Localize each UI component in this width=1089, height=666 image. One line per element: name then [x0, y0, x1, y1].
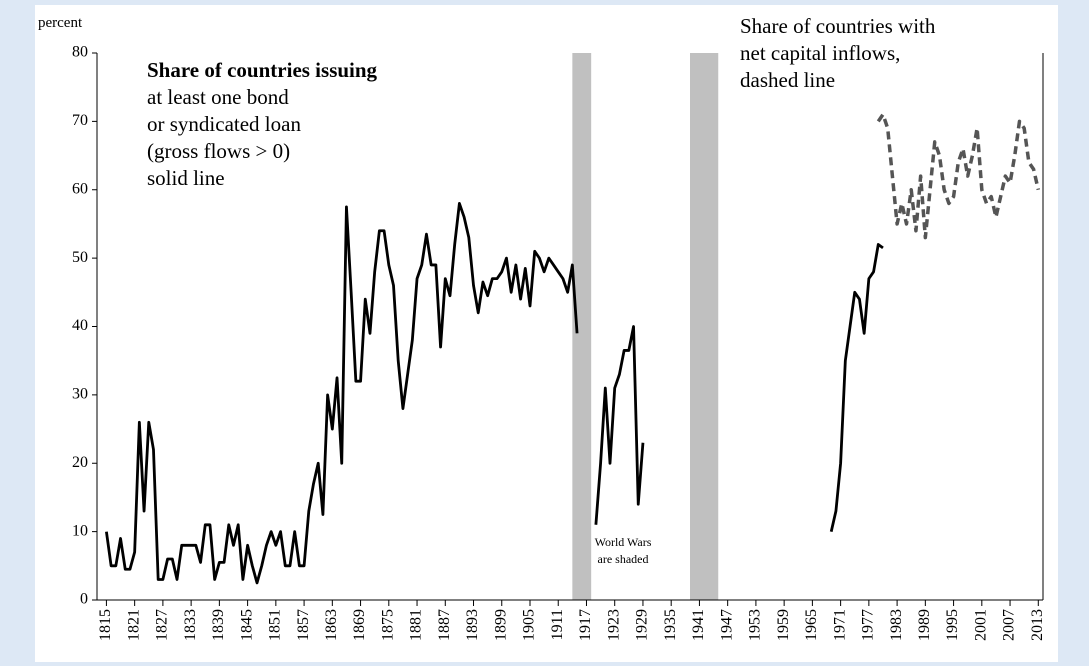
x-tick-label: 2013 — [1029, 609, 1046, 641]
y-tick-label: 0 — [80, 591, 88, 608]
x-tick-label: 1869 — [351, 609, 368, 641]
x-tick-label: 2001 — [972, 609, 989, 641]
y-axis-label: percent — [38, 15, 83, 31]
x-tick-label: 2007 — [1001, 609, 1018, 641]
shading-note: World Wars — [595, 535, 652, 549]
x-tick-label: 1911 — [549, 609, 566, 640]
x-tick-label: 1905 — [521, 609, 538, 641]
x-tick-label: 1959 — [775, 609, 792, 641]
annotation: solid line — [147, 166, 225, 190]
x-tick-label: 1815 — [97, 609, 114, 641]
y-tick-label: 40 — [72, 317, 88, 334]
x-tick-label: 1893 — [464, 609, 481, 641]
annotation: at least one bond — [147, 85, 289, 109]
y-tick-label: 10 — [72, 522, 88, 539]
panel — [35, 5, 1058, 662]
x-tick-label: 1917 — [577, 609, 594, 641]
annotation: (gross flows > 0) — [147, 139, 290, 163]
x-tick-label: 1881 — [408, 609, 425, 641]
y-tick-label: 30 — [72, 386, 88, 403]
shaded-period — [572, 53, 592, 600]
annotation: net capital inflows, — [740, 41, 900, 65]
x-tick-label: 1833 — [182, 609, 199, 641]
annotation-highlight: Share of countries issuing — [147, 58, 378, 82]
x-tick-label: 1863 — [323, 609, 340, 641]
shading-note: are shaded — [598, 552, 649, 566]
y-tick-label: 80 — [72, 44, 88, 61]
x-tick-label: 1899 — [492, 609, 509, 641]
x-tick-label: 1923 — [605, 609, 622, 641]
x-tick-label: 1941 — [690, 609, 707, 641]
series-line — [105, 202, 884, 585]
x-tick-label: 1947 — [718, 609, 735, 641]
y-tick-label: 60 — [72, 180, 88, 197]
x-tick-label: 1929 — [634, 609, 651, 641]
x-tick-label: 1857 — [295, 609, 312, 641]
x-tick-label: 1845 — [238, 609, 255, 641]
x-tick-label: 1935 — [662, 609, 679, 641]
annotation: dashed line — [740, 68, 835, 92]
x-tick-label: 1821 — [125, 609, 142, 641]
x-tick-label: 1953 — [747, 609, 764, 641]
x-tick-label: 1887 — [436, 609, 453, 641]
x-tick-label: 1851 — [267, 609, 284, 641]
annotation: or syndicated loan — [147, 112, 301, 136]
x-tick-label: 1965 — [803, 609, 820, 641]
x-tick-label: 1977 — [860, 609, 877, 641]
y-tick-label: 50 — [72, 249, 88, 266]
x-tick-label: 1875 — [379, 609, 396, 641]
x-tick-label: 1983 — [888, 609, 905, 641]
x-tick-label: 1839 — [210, 609, 227, 641]
y-tick-label: 70 — [72, 112, 88, 129]
x-tick-label: 1971 — [831, 609, 848, 641]
x-tick-label: 1995 — [944, 609, 961, 641]
annotation: Share of countries with — [740, 14, 936, 38]
shaded-period — [690, 53, 719, 600]
x-tick-label: 1827 — [154, 609, 171, 641]
y-tick-label: 20 — [72, 454, 88, 471]
x-tick-label: 1989 — [916, 609, 933, 641]
series-line — [876, 112, 1040, 240]
